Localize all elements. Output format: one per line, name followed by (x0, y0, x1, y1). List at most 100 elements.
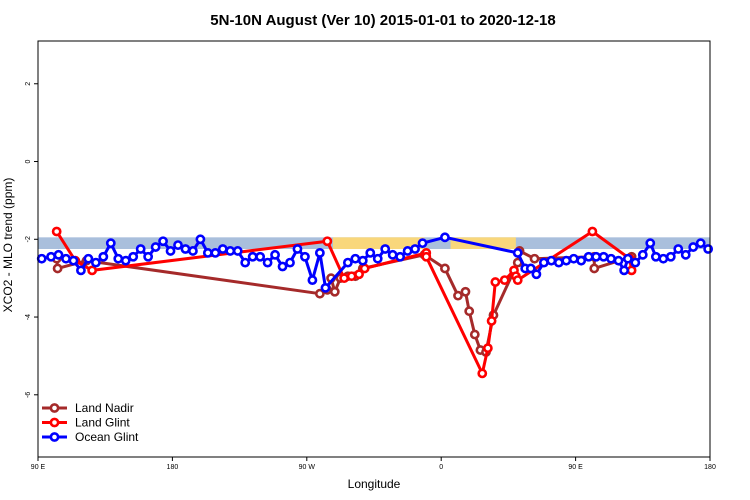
ocean-glint-point (622, 253, 633, 264)
surface-band (38, 237, 710, 249)
ocean-glint-point (232, 246, 243, 256)
y-tick-label: -6 (25, 392, 32, 398)
ocean-glint-point (90, 257, 101, 268)
ocean-glint-point (583, 251, 594, 262)
ocean-glint-point (314, 247, 325, 258)
land-glint-point (486, 316, 497, 326)
ocean-glint-point (387, 249, 398, 260)
x-tick-label: 90 W (299, 464, 316, 471)
x-tick-label: 180 (704, 464, 716, 471)
ocean-glint-point (619, 265, 630, 276)
ocean-glint-point (606, 253, 616, 264)
ocean-glint-point (53, 249, 64, 260)
land-nadir-point (460, 286, 471, 297)
land-glint-point (490, 277, 501, 287)
y-tick-label: 0 (25, 159, 32, 163)
legend-label: Land Nadir (75, 401, 134, 415)
land-band (450, 237, 516, 249)
ocean-glint-point (83, 253, 94, 264)
land-nadir-point (440, 263, 450, 274)
y-axis: 2 0 -2 -4 -6 (25, 82, 38, 398)
ocean-glint-point (658, 253, 669, 264)
ocean-glint-point (680, 249, 691, 260)
ocean-glint-point (120, 255, 131, 266)
ocean-glint-point (380, 244, 391, 254)
ocean-glint-point (36, 253, 47, 264)
ocean-glint-point (525, 263, 536, 274)
legend-label: Ocean Glint (75, 430, 139, 444)
y-axis-label: XCO2 - MLO trend (ppm) (1, 178, 15, 313)
ocean-glint-point (553, 257, 564, 268)
chart-title: 5N-10N August (Ver 10) 2015-01-01 to 202… (210, 12, 555, 29)
ocean-glint-point (531, 269, 542, 280)
ocean-glint-point (143, 251, 154, 262)
legend-label: Land Glint (75, 416, 130, 430)
land-nadir-point (453, 290, 463, 301)
ocean-glint-point (285, 257, 295, 268)
ocean-glint-point (128, 251, 139, 262)
land-glint-point (512, 275, 523, 286)
land-glint-point (339, 273, 350, 284)
ocean-glint-point (307, 275, 318, 286)
ocean-glint-point (292, 244, 303, 254)
ocean-glint-point (395, 251, 406, 262)
legend-item-land-glint: Land Glint (42, 416, 130, 430)
ocean-glint-point (320, 282, 331, 293)
ocean-glint-point (113, 253, 124, 264)
y-tick-label: -4 (25, 314, 32, 320)
land-nadir-point (314, 288, 325, 299)
ocean-glint-point (210, 247, 221, 258)
land-nadir-point (589, 263, 600, 274)
land-glint-point (346, 271, 357, 282)
legend-marker (49, 403, 60, 413)
ocean-glint-point (165, 246, 176, 256)
ocean-glint-point (150, 242, 161, 252)
ocean-glint-point (76, 265, 86, 276)
ocean-glint-point (591, 251, 602, 262)
land-glint-point (421, 251, 432, 262)
ocean-glint-point (277, 261, 288, 272)
y-tick-label: -2 (25, 236, 32, 242)
land-nadir-point (52, 263, 63, 274)
land-glint-point (51, 226, 62, 237)
legend-item-land-nadir: Land Nadir (42, 401, 134, 415)
ocean-glint-point (173, 240, 183, 251)
land-glint-point (477, 368, 488, 379)
land-glint-point (482, 343, 493, 354)
land-glint-point (359, 263, 370, 274)
ocean-glint-point (440, 232, 450, 243)
ocean-glint-point (673, 244, 684, 254)
series-ocean-glint (36, 232, 714, 293)
ocean-glint-point (688, 242, 699, 252)
ocean-glint-point (561, 255, 572, 266)
ocean-glint-point (68, 255, 79, 266)
ocean-glint-point (568, 253, 579, 264)
land-glint-point (499, 275, 510, 286)
x-tick-label: 180 (167, 464, 179, 471)
x-axis-label: Longitude (348, 477, 401, 491)
series-layer (36, 226, 714, 379)
ocean-glint-point (350, 253, 361, 264)
ocean-glint-point (46, 251, 56, 262)
ocean-glint-point (695, 238, 706, 249)
ocean-glint-point (546, 255, 557, 266)
land-glint-point (354, 269, 364, 280)
x-tick-label: 0 (439, 464, 443, 471)
ocean-glint-point (61, 253, 71, 264)
ocean-glint-point (217, 244, 228, 254)
ocean-glint-point (703, 244, 714, 254)
legend-marker (49, 417, 60, 428)
ocean-glint-point (598, 251, 609, 262)
land-glint-point (626, 265, 637, 276)
land-glint-point (322, 236, 333, 247)
ocean-glint-point (645, 238, 656, 249)
x-tick-label: 90 E (568, 464, 583, 471)
ocean-glint-point (195, 234, 206, 245)
land-glint-point (587, 226, 598, 237)
x-tick-label: 90 E (31, 464, 46, 471)
land-nadir-point (329, 286, 340, 297)
plot-frame (37, 40, 711, 458)
ocean-glint-point (255, 251, 266, 262)
